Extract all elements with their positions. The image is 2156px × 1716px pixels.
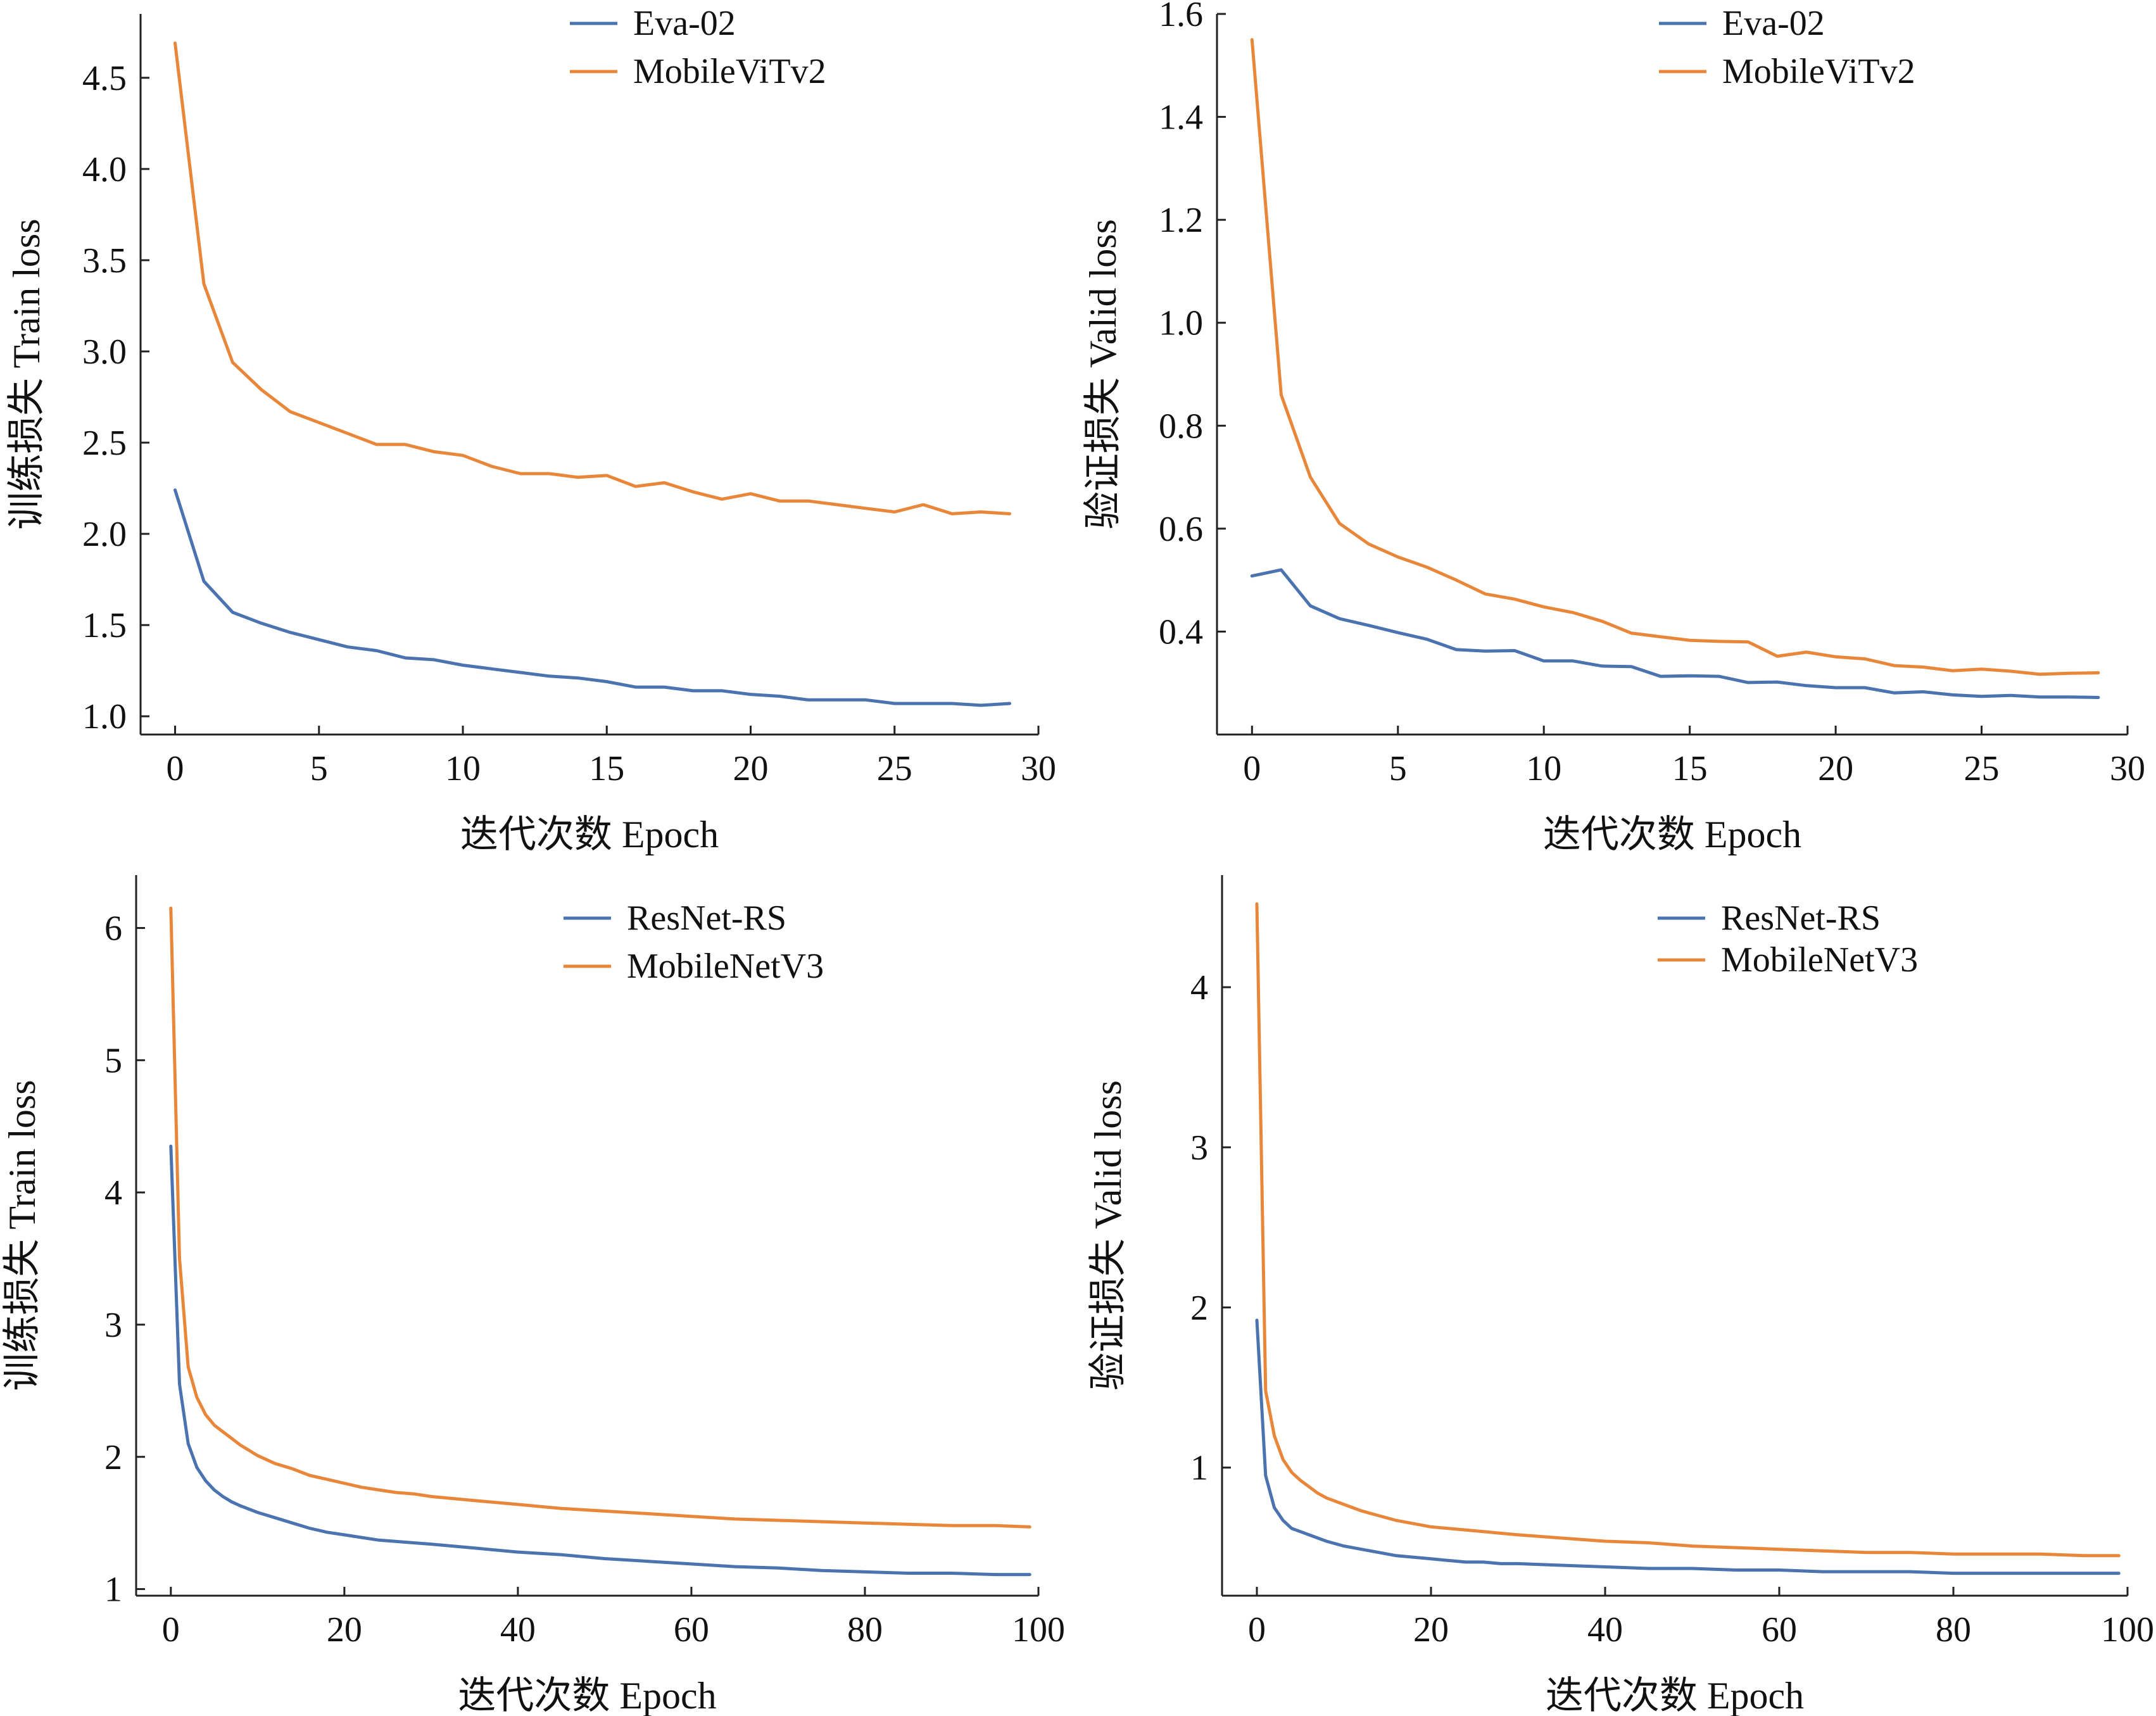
chart-panel-4: 0 20 40 60 80 100 1 2 3 4 迭代次数 Epoch 验证损失 Valid los…: [1087, 875, 2154, 1716]
x-axis-title: 迭代次数 Epoch: [1546, 1675, 1804, 1716]
x-tick-label: 0: [1248, 1610, 1266, 1650]
y-tick-label: 4: [1190, 968, 1208, 1007]
y-axis-title: 训练损失 Train loss: [6, 218, 47, 529]
y-tick-label: 6: [104, 909, 122, 949]
x-tick-label: 25: [877, 749, 912, 788]
y-tick-label: 1: [1190, 1449, 1208, 1488]
series-line-eva-02: [1250, 568, 2100, 699]
x-axis-title: 迭代次数 Epoch: [1543, 814, 1801, 855]
y-tick-label: 3: [104, 1306, 122, 1345]
x-tick-label: 25: [1964, 749, 2000, 788]
x-tick-label: 10: [445, 749, 481, 788]
x-tick-label: 20: [1413, 1610, 1449, 1650]
legend-label: Eva-02: [633, 4, 736, 43]
y-tick-label: 1.0: [1159, 304, 1203, 343]
legend-label: Eva-02: [1722, 4, 1825, 43]
y-tick-label: 4.5: [82, 59, 127, 98]
legend-label: MobileNetV3: [1721, 940, 1918, 980]
y-tick-label: 1: [104, 1570, 122, 1610]
y-tick-label: 2.0: [82, 515, 127, 554]
legend-label: MobileViTv2: [633, 52, 826, 91]
y-tick-label: 2: [1190, 1289, 1208, 1328]
y-tick-label: 0.6: [1159, 510, 1203, 549]
x-tick-label: 0: [1243, 749, 1261, 788]
x-tick-label: 0: [167, 749, 184, 788]
y-tick-label: 3: [1190, 1128, 1208, 1168]
x-tick-label: 60: [1762, 1610, 1797, 1650]
legend-label: MobileNetV3: [627, 947, 824, 986]
series-line-mobilevitv2: [1250, 38, 2100, 676]
y-tick-label: 3.5: [82, 241, 127, 281]
y-tick-label: 0.4: [1159, 612, 1203, 652]
series-line-resnet-rs: [1255, 1318, 2121, 1575]
y-axis-title: 验证损失 Valid loss: [1082, 219, 1124, 529]
y-tick-label: 2: [104, 1438, 122, 1477]
legend: ResNet-RS MobileNetV3: [564, 899, 824, 986]
y-tick-label: 5: [104, 1041, 122, 1080]
legend: Eva-02 MobileViTv2: [570, 4, 826, 91]
x-tick-label: 20: [733, 749, 769, 788]
y-tick-label: 3.0: [82, 332, 127, 372]
x-tick-label: 20: [327, 1610, 362, 1650]
series-line-mobilenetv3: [1255, 902, 2121, 1558]
y-axis-title: 训练损失 Train loss: [1, 1080, 43, 1391]
y-tick-label: 1.6: [1159, 0, 1203, 34]
y-tick-label: 1.0: [82, 697, 127, 736]
x-tick-label: 0: [162, 1610, 180, 1650]
y-tick-label: 4.0: [82, 150, 127, 189]
series-line-mobilenetv3: [169, 906, 1031, 1529]
x-axis-title: 迭代次数 Epoch: [458, 1675, 716, 1716]
x-tick-label: 30: [1021, 749, 1056, 788]
x-tick-label: 20: [1818, 749, 1853, 788]
y-tick-label: 0.8: [1159, 407, 1203, 446]
series-line-resnet-rs: [169, 1144, 1031, 1577]
x-tick-label: 5: [310, 749, 328, 788]
x-tick-label: 40: [500, 1610, 536, 1650]
x-axis-title: 迭代次数 Epoch: [460, 814, 719, 855]
y-axis-title: 验证损失 Valid loss: [1087, 1080, 1129, 1391]
y-tick-label: 2.5: [82, 424, 127, 463]
x-tick-label: 30: [2110, 749, 2145, 788]
x-tick-label: 15: [589, 749, 624, 788]
x-tick-label: 40: [1587, 1610, 1623, 1650]
y-tick-label: 1.2: [1159, 201, 1203, 240]
y-tick-label: 1.5: [82, 606, 127, 645]
x-tick-label: 80: [847, 1610, 883, 1650]
x-tick-label: 10: [1526, 749, 1561, 788]
legend-label: ResNet-RS: [627, 899, 786, 938]
series-line-mobilevitv2: [173, 41, 1012, 515]
x-tick-label: 60: [674, 1610, 709, 1650]
series-line-eva-02: [173, 488, 1012, 707]
legend-label: MobileViTv2: [1722, 52, 1915, 91]
chart-panel-1: 0 5 10 15 20 25 30 1.0 1.5 2.0 2.5 3.0 3.5 4.0 4.5 迭代次数…: [6, 4, 1056, 855]
chart-panel-2: 0 5 10 15 20 25 30 0.4 0.6 0.8 1.0 1.2 1.4 1.6 迭代次数 Ep…: [1082, 0, 2145, 855]
x-tick-label: 5: [1389, 749, 1407, 788]
x-tick-label: 80: [1936, 1610, 1971, 1650]
legend: Eva-02 MobileViTv2: [1659, 4, 1915, 91]
x-tick-label: 100: [1012, 1610, 1065, 1650]
y-tick-label: 1.4: [1159, 98, 1203, 137]
x-tick-label: 15: [1672, 749, 1708, 788]
legend-label: ResNet-RS: [1721, 899, 1881, 938]
x-tick-label: 100: [2101, 1610, 2154, 1650]
y-tick-label: 4: [104, 1173, 122, 1213]
chart-panel-3: 0 20 40 60 80 100 1 2 3 4 5 6 迭代次数 Epoch 训练损失 Train l…: [1, 875, 1065, 1716]
